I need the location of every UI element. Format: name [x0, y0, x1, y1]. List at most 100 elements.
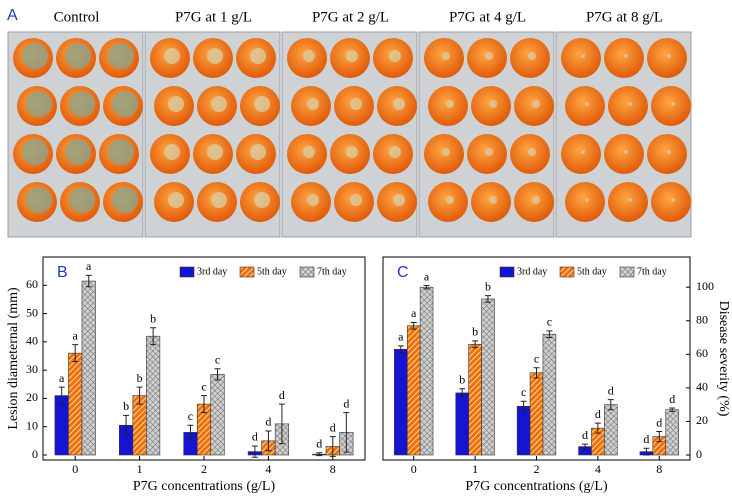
photo-label: P7G at 1 g/L: [175, 9, 252, 25]
y-tick-label: 50: [26, 305, 38, 319]
error-bar: [343, 412, 350, 453]
x-tick-label: 2: [201, 462, 207, 476]
fruit: [647, 134, 687, 174]
lesion: [254, 192, 270, 208]
lesion: [528, 52, 536, 60]
y-tick-label: 20: [26, 390, 38, 404]
fruit: [608, 86, 648, 126]
bar: [529, 372, 544, 456]
lesion: [671, 102, 675, 106]
lesion: [489, 100, 497, 108]
lesion: [532, 100, 540, 108]
lesion: [389, 50, 401, 62]
significance-label: d: [252, 430, 258, 444]
significance-label: a: [411, 306, 417, 320]
fruit: [608, 182, 648, 222]
lesion: [446, 196, 454, 204]
significance-label: a: [398, 330, 404, 344]
bar: [665, 409, 679, 456]
y-tick-label: 60: [696, 346, 708, 360]
significance-label: d: [582, 428, 588, 442]
lesion: [581, 150, 585, 154]
y-tick-label: 100: [696, 279, 714, 293]
significance-label: c: [215, 352, 220, 366]
lesion: [164, 48, 180, 64]
error-bar: [251, 445, 258, 458]
y-tick-label: 40: [696, 380, 708, 394]
lesion: [254, 96, 270, 112]
error-bar: [472, 340, 479, 349]
significance-label: d: [279, 388, 285, 402]
legend-label: 5th day: [257, 266, 287, 277]
lesion: [307, 194, 319, 206]
lesion: [69, 91, 95, 117]
significance-label: d: [656, 415, 662, 429]
error-bar: [643, 447, 650, 456]
fruit: [565, 86, 605, 126]
photo-label: Control: [54, 9, 100, 25]
y-axis-label: Lesion diameternal (mm): [6, 287, 21, 430]
error-bar: [423, 285, 430, 290]
error-bar: [397, 345, 404, 354]
significance-label: b: [472, 325, 478, 339]
significance-label: c: [188, 409, 193, 423]
photo-label: P7G at 8 g/L: [586, 9, 663, 25]
x-axis-label: P7G concentrations (g/L): [133, 479, 276, 494]
fruit: [604, 134, 644, 174]
photo: [7, 31, 692, 238]
legend-swatch: [239, 266, 255, 278]
legend-label: 7th day: [637, 266, 667, 277]
fruit: [561, 38, 601, 78]
photo-label: P7G at 2 g/L: [312, 9, 389, 25]
lesion: [69, 187, 95, 213]
lesion: [624, 150, 628, 154]
significance-label: d: [265, 415, 271, 429]
significance-label: b: [123, 399, 129, 413]
y-axis-label: Disease severity (%): [716, 301, 731, 417]
lesion: [393, 98, 405, 110]
y-tick-label: 0: [696, 447, 702, 461]
y-tick-label: 0: [32, 447, 38, 461]
legend-swatch: [559, 266, 575, 278]
error-bar: [669, 407, 676, 412]
lesion: [393, 194, 405, 206]
error-bar: [187, 424, 194, 440]
lesion: [624, 54, 628, 58]
error-bar: [546, 330, 553, 339]
legend-swatch: [499, 266, 515, 278]
lesion: [168, 96, 184, 112]
significance-label: b: [150, 311, 156, 325]
error-bar: [410, 321, 417, 330]
lesion: [581, 54, 585, 58]
lesion: [671, 198, 675, 202]
error-bar: [533, 367, 540, 379]
lesion: [346, 50, 358, 62]
bar: [481, 298, 495, 456]
y-tick-label: 10: [26, 418, 38, 432]
significance-label: d: [316, 436, 322, 450]
lesion: [164, 144, 180, 160]
error-bar: [520, 400, 527, 412]
bar: [455, 392, 469, 456]
lesion: [485, 148, 493, 156]
error-bar: [123, 414, 130, 436]
y-tick-label: 30: [26, 362, 38, 376]
lesion: [532, 196, 540, 204]
x-tick-label: 8: [330, 462, 336, 476]
lesion: [112, 91, 138, 117]
lesion: [168, 192, 184, 208]
bar: [394, 348, 408, 456]
panel-label: A: [7, 7, 18, 24]
lesion: [207, 144, 223, 160]
lesion: [667, 150, 671, 154]
lesion: [442, 148, 450, 156]
x-axis-label: P7G concentrations (g/L): [465, 479, 608, 494]
lesion: [528, 148, 536, 156]
significance-label: b: [459, 372, 465, 386]
fruit: [565, 182, 605, 222]
fruit: [647, 38, 687, 78]
lesion: [585, 198, 589, 202]
bar: [81, 280, 96, 456]
error-bar: [201, 395, 207, 414]
